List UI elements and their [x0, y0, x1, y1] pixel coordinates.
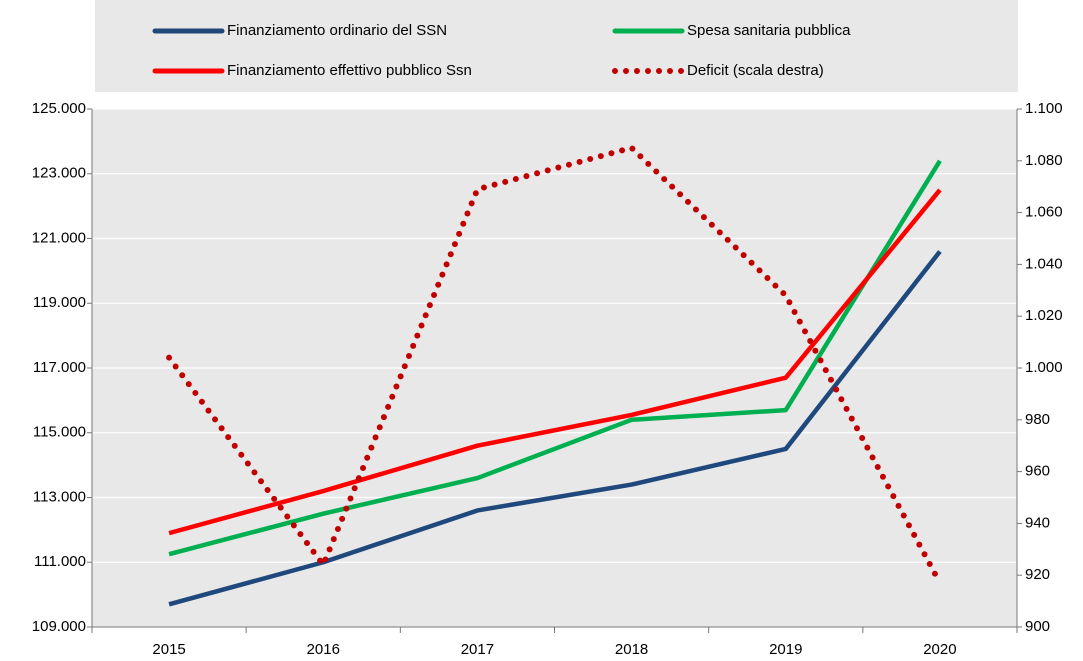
y2-tick-label: 1.020 [1025, 307, 1063, 324]
y2-tick-label: 980 [1025, 411, 1050, 428]
legend-label: Spesa sanitaria pubblica [687, 22, 851, 39]
x-tick-label: 2018 [615, 641, 648, 658]
y-tick-label: 121.000 [32, 229, 86, 246]
y-tick-label: 117.000 [33, 359, 86, 376]
y2-tick-label: 940 [1025, 514, 1050, 531]
y2-tick-label: 1.060 [1025, 204, 1063, 221]
y-tick-label: 109.000 [32, 618, 86, 635]
legend-label: Deficit (scala destra) [687, 62, 824, 79]
x-tick-label: 2020 [923, 641, 956, 658]
y2-tick-label: 1.040 [1025, 255, 1063, 272]
y2-tick-label: 1.080 [1025, 152, 1063, 169]
y2-tick-label: 1.000 [1025, 359, 1063, 376]
x-tick-label: 2017 [461, 641, 494, 658]
y-tick-label: 113.000 [33, 488, 86, 505]
y-tick-label: 115.000 [33, 424, 86, 441]
x-tick-label: 2019 [769, 641, 802, 658]
x-tick-label: 2016 [307, 641, 340, 658]
legend-label: Finanziamento effettivo pubblico Ssn [227, 62, 472, 79]
y2-tick-label: 1.100 [1025, 100, 1063, 117]
legend-label: Finanziamento ordinario del SSN [227, 22, 447, 39]
y-tick-label: 111.000 [34, 553, 86, 570]
series-line [168, 159, 942, 557]
y-tick-label: 119.000 [33, 294, 86, 311]
x-tick-label: 2015 [152, 641, 185, 658]
series-line [166, 144, 943, 586]
y2-tick-label: 960 [1025, 463, 1050, 480]
series-line [168, 188, 942, 536]
legend-box [95, 0, 1018, 92]
y-tick-label: 123.000 [32, 165, 86, 182]
y2-tick-label: 920 [1025, 566, 1050, 583]
y2-tick-label: 900 [1025, 618, 1050, 635]
y-tick-label: 125.000 [32, 100, 86, 117]
series-line [168, 250, 942, 607]
